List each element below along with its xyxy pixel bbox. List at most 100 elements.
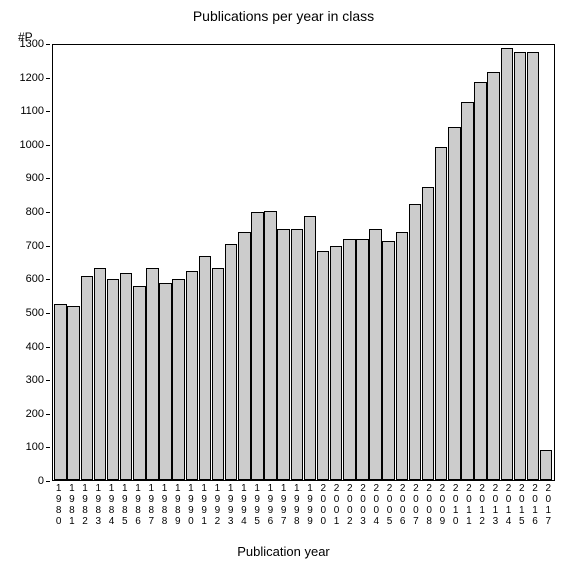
- bar: [67, 306, 80, 480]
- x-tick-label: 1984: [105, 483, 118, 537]
- y-tick-label: 1100: [0, 105, 44, 117]
- x-tick-label: 2006: [396, 483, 409, 537]
- x-tick-label: 1981: [65, 483, 78, 537]
- y-tick-label: 1300: [0, 38, 44, 50]
- y-tick-label: 100: [0, 441, 44, 453]
- y-tick-label: 900: [0, 172, 44, 184]
- x-tick-label: 2008: [423, 483, 436, 537]
- x-tick-label: 1989: [171, 483, 184, 537]
- x-tick-label: 1990: [184, 483, 197, 537]
- x-tick-label: 2007: [409, 483, 422, 537]
- x-tick-label: 2009: [436, 483, 449, 537]
- x-axis-title: Publication year: [0, 544, 567, 559]
- y-tick-label: 700: [0, 240, 44, 252]
- y-tick-label: 1000: [0, 139, 44, 151]
- y-tick-mark: [46, 44, 50, 45]
- bar: [159, 283, 172, 480]
- bar: [356, 239, 369, 480]
- bar: [212, 268, 225, 480]
- y-tick-mark: [46, 347, 50, 348]
- y-tick-mark: [46, 111, 50, 112]
- y-tick-label: 0: [0, 475, 44, 487]
- bar: [501, 48, 514, 480]
- x-axis-ticks: 1980198119821983198419851986198719881989…: [52, 483, 555, 537]
- bar: [186, 271, 199, 480]
- x-tick-label: 1995: [251, 483, 264, 537]
- bar: [264, 211, 277, 480]
- y-tick-mark: [46, 380, 50, 381]
- bar: [514, 52, 527, 480]
- x-tick-label: 2016: [528, 483, 541, 537]
- bar: [304, 216, 317, 480]
- x-tick-label: 1998: [290, 483, 303, 537]
- bar: [172, 279, 185, 480]
- bar: [291, 229, 304, 480]
- x-tick-label: 2003: [356, 483, 369, 537]
- y-tick-mark: [46, 212, 50, 213]
- bar: [540, 450, 553, 480]
- x-tick-label: 1987: [145, 483, 158, 537]
- chart-container: Publications per year in class #P 010020…: [0, 0, 567, 567]
- bar: [120, 273, 133, 480]
- bar: [317, 251, 330, 480]
- x-tick-label: 1997: [277, 483, 290, 537]
- y-tick-mark: [46, 145, 50, 146]
- y-axis-ticks: 0100200300400500600700800900100011001200…: [0, 44, 50, 481]
- chart-title: Publications per year in class: [0, 8, 567, 24]
- y-tick-label: 600: [0, 273, 44, 285]
- x-tick-label: 1986: [131, 483, 144, 537]
- plot-area: [52, 44, 555, 481]
- x-tick-label: 2001: [330, 483, 343, 537]
- bar: [146, 268, 159, 480]
- y-tick-label: 200: [0, 408, 44, 420]
- bar: [54, 304, 67, 480]
- bars-group: [53, 45, 554, 480]
- x-tick-label: 2011: [462, 483, 475, 537]
- bar: [81, 276, 94, 480]
- x-tick-label: 1992: [211, 483, 224, 537]
- x-tick-label: 1993: [224, 483, 237, 537]
- bar: [343, 239, 356, 480]
- bar: [396, 232, 409, 480]
- x-tick-label: 1994: [237, 483, 250, 537]
- bar: [461, 102, 474, 480]
- y-tick-mark: [46, 246, 50, 247]
- x-tick-label: 1996: [264, 483, 277, 537]
- y-tick-mark: [46, 78, 50, 79]
- bar: [330, 246, 343, 480]
- y-tick-label: 500: [0, 307, 44, 319]
- bar: [527, 52, 540, 480]
- bar: [409, 204, 422, 480]
- y-tick-label: 800: [0, 206, 44, 218]
- bar: [448, 127, 461, 480]
- bar: [422, 187, 435, 480]
- x-tick-label: 2004: [370, 483, 383, 537]
- bar: [277, 229, 290, 480]
- x-tick-label: 2000: [317, 483, 330, 537]
- x-tick-label: 2012: [476, 483, 489, 537]
- bar: [369, 229, 382, 480]
- y-tick-mark: [46, 279, 50, 280]
- y-tick-mark: [46, 313, 50, 314]
- y-tick-label: 400: [0, 341, 44, 353]
- bar: [435, 147, 448, 480]
- bar: [199, 256, 212, 480]
- x-tick-label: 2005: [383, 483, 396, 537]
- y-tick-mark: [46, 178, 50, 179]
- x-tick-label: 1985: [118, 483, 131, 537]
- y-tick-mark: [46, 481, 50, 482]
- x-tick-label: 2010: [449, 483, 462, 537]
- x-tick-label: 2017: [542, 483, 555, 537]
- x-tick-label: 1983: [92, 483, 105, 537]
- x-tick-label: 1982: [78, 483, 91, 537]
- bar: [382, 241, 395, 480]
- x-tick-label: 2013: [489, 483, 502, 537]
- bar: [107, 279, 120, 480]
- bar: [225, 244, 238, 480]
- x-tick-label: 1988: [158, 483, 171, 537]
- bar: [251, 212, 264, 480]
- bar: [474, 82, 487, 480]
- bar: [487, 72, 500, 480]
- y-tick-label: 1200: [0, 72, 44, 84]
- bar: [238, 232, 251, 480]
